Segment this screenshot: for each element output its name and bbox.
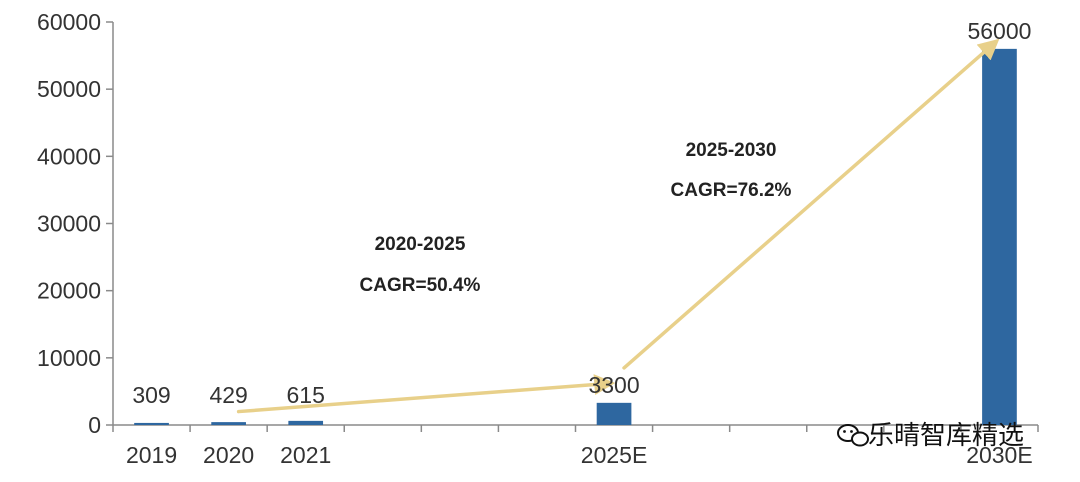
annotation-2-period: 2025-2030 (686, 140, 777, 161)
data-label: 309 (132, 382, 170, 408)
y-tick-label: 30000 (37, 211, 101, 237)
bar (288, 420, 324, 425)
y-tick-label: 50000 (37, 76, 101, 102)
y-tick-label: 60000 (37, 9, 101, 35)
x-tick-label: 2019 (126, 442, 177, 468)
watermark-text: 乐晴智库精选 (868, 421, 1024, 451)
bar (211, 422, 246, 425)
data-label: 3300 (588, 372, 639, 398)
cagr-arrows (236, 38, 1000, 414)
y-tick-label: 20000 (37, 278, 101, 304)
cagr-arrow (236, 374, 616, 414)
annotation-1: 2020-2025 CAGR=50.4% (360, 234, 481, 296)
x-tick-label: 2021 (280, 442, 331, 468)
y-tick-label: 0 (88, 412, 101, 438)
watermark: 乐晴智库精选 (837, 421, 1024, 451)
annotation-2: 2025-2030 CAGR=76.2% (671, 140, 792, 201)
y-tick-label: 40000 (37, 143, 101, 169)
axes: 0 10000 20000 30000 40000 50000 60000 (37, 9, 1039, 438)
bars (134, 48, 1017, 425)
y-tick-label: 10000 (37, 345, 101, 371)
data-label: 615 (287, 382, 325, 408)
x-tick-label: 2025E (581, 442, 648, 468)
cagr-arrow (622, 38, 1000, 370)
labels: 2019 309 2020 429 2021 615 2025E 3300 2030E 56000 (126, 18, 1033, 468)
annotation-2-cagr: CAGR=76.2% (671, 180, 792, 201)
x-tick-label: 2030E (966, 442, 1033, 468)
bar (982, 48, 1017, 425)
annotation-1-cagr: CAGR=50.4% (360, 275, 481, 296)
wechat-icon (837, 424, 869, 447)
bar (596, 402, 632, 425)
x-tick-label: 2020 (203, 442, 254, 468)
bar (134, 422, 169, 425)
annotation-1-period: 2020-2025 (375, 234, 466, 255)
data-label: 429 (209, 382, 247, 408)
data-label: 56000 (967, 18, 1031, 44)
